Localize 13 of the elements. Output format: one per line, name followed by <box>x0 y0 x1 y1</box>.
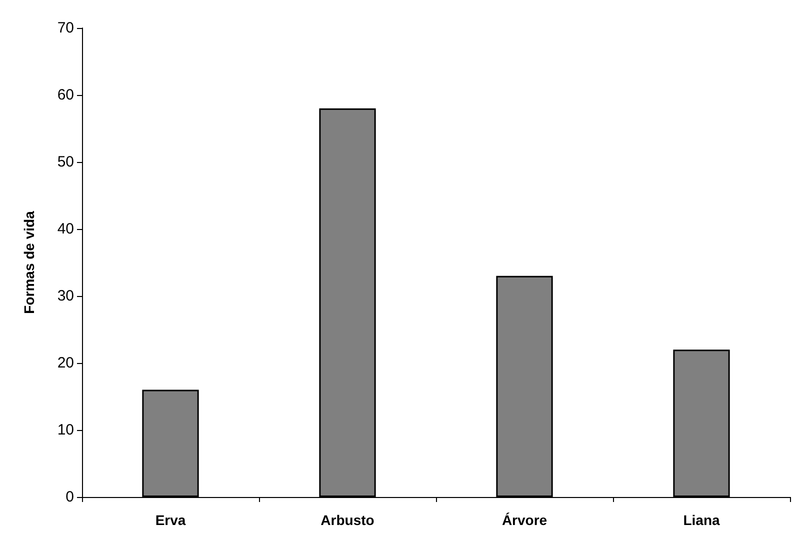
y-tick-label: 40 <box>57 220 74 238</box>
x-tick-label: Árvore <box>502 512 548 528</box>
x-tick-label: Erva <box>155 512 186 528</box>
y-tick-label: 0 <box>66 488 74 506</box>
y-axis-title: Formas de vida <box>21 210 37 314</box>
y-tick-label: 50 <box>57 154 74 170</box>
y-tick-label: 10 <box>57 422 74 438</box>
x-tick-label: Liana <box>683 512 720 528</box>
x-tick-label: Arbusto <box>320 512 374 528</box>
y-tick-label: 30 <box>57 288 74 304</box>
y-tick-label: 20 <box>57 354 74 372</box>
y-tick-label: 60 <box>57 86 74 104</box>
y-tick-label: 70 <box>57 20 74 36</box>
